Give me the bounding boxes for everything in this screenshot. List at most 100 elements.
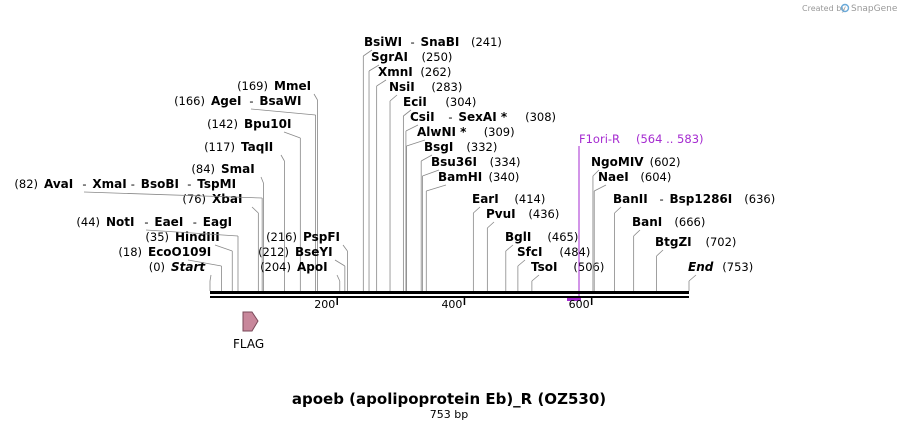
site-name: EarI bbox=[472, 192, 499, 206]
site-leader bbox=[313, 93, 318, 101]
site-btgzi[interactable]: BtgZI (702) bbox=[655, 235, 736, 291]
site-separator: - bbox=[448, 110, 452, 124]
site-taqii[interactable]: (117) TaqII bbox=[204, 140, 285, 291]
site-position: (35) bbox=[145, 230, 169, 244]
site-ngomiv[interactable]: NgoMIV (602) bbox=[591, 155, 681, 291]
site-name: AlwNI * bbox=[417, 125, 467, 139]
site-separator: - bbox=[187, 177, 191, 191]
site-bsiwi[interactable]: BsiWI - SnaBI (241) bbox=[362, 35, 502, 291]
site-leader bbox=[487, 221, 495, 229]
site-position: (604) bbox=[640, 170, 671, 184]
site-xmni[interactable]: XmnI (262) bbox=[376, 65, 452, 291]
site-name: BsgI bbox=[424, 140, 453, 154]
site-leader bbox=[363, 49, 373, 57]
site-name: BsaWI bbox=[259, 94, 301, 108]
snapgene-logo-icon bbox=[840, 3, 850, 13]
site-position: (166) bbox=[174, 94, 205, 108]
site-bgli[interactable]: BglI (465) bbox=[505, 230, 578, 291]
site-separator: - bbox=[131, 177, 135, 191]
site-mmei[interactable]: (169) MmeI bbox=[237, 79, 318, 291]
site-leader bbox=[336, 274, 341, 282]
ruler-tick-label: 400 bbox=[441, 298, 462, 311]
site-position: (216) bbox=[266, 230, 297, 244]
site-naei[interactable]: NaeI (604) bbox=[593, 170, 671, 291]
site-name: BsiWI bbox=[364, 35, 402, 49]
site-end[interactable]: End (753) bbox=[688, 260, 753, 291]
site-leader bbox=[420, 154, 433, 162]
site-position: (82) bbox=[14, 177, 38, 191]
site-name: PspFI bbox=[303, 230, 340, 244]
sequence-strand-top bbox=[210, 291, 689, 294]
site-tsoi[interactable]: TsoI (506) bbox=[531, 260, 604, 291]
feature-flag[interactable]: FLAG bbox=[233, 311, 264, 351]
site-name: EaeI bbox=[154, 215, 183, 229]
site-position: (340) bbox=[489, 170, 520, 184]
site-leader bbox=[688, 274, 697, 282]
site-hindiii[interactable]: (35) HindIII bbox=[145, 230, 233, 291]
site-position: (283) bbox=[431, 80, 462, 94]
site-name: EagI bbox=[203, 215, 232, 229]
site-name: TaqII bbox=[241, 140, 273, 154]
site-name: EcoO109I bbox=[148, 245, 211, 259]
site-leader bbox=[209, 274, 212, 282]
site-pspfi[interactable]: (216) PspFI bbox=[266, 230, 348, 291]
site-name: PvuI bbox=[486, 207, 516, 221]
site-avai[interactable]: (82) AvaI - XmaI - BsoBI - TspMI bbox=[14, 177, 263, 291]
site-position: (169) bbox=[237, 79, 268, 93]
site-nsii[interactable]: NsiI (283) bbox=[389, 80, 462, 291]
site-leader bbox=[283, 131, 301, 139]
site-leader bbox=[633, 229, 641, 237]
site-bamhi[interactable]: BamHI (340) bbox=[425, 170, 520, 291]
site-position: (84) bbox=[191, 162, 215, 176]
site-position: (44) bbox=[76, 215, 100, 229]
site-csii[interactable]: CsiI - SexAI * (308) bbox=[405, 110, 556, 291]
site-position: (753) bbox=[722, 260, 753, 274]
site-pvui[interactable]: PvuI (436) bbox=[486, 207, 559, 291]
site-position: (414) bbox=[514, 192, 545, 206]
site-name: SmaI bbox=[221, 162, 255, 176]
site-ecoo109i[interactable]: (18) EcoO109I bbox=[118, 245, 222, 291]
site-agei[interactable]: (166) AgeI - BsaWI bbox=[174, 94, 316, 291]
site-noti[interactable]: (44) NotI - EaeI - EagI bbox=[76, 215, 239, 291]
site-position: (602) bbox=[650, 155, 681, 169]
site-bseyi[interactable]: (212) BseYI bbox=[258, 245, 346, 291]
site-position: (334) bbox=[490, 155, 521, 169]
site-leader bbox=[260, 176, 264, 184]
site-eari[interactable]: EarI (414) bbox=[472, 192, 545, 291]
site-leader bbox=[406, 139, 426, 147]
site-alwni[interactable]: AlwNI * (309) bbox=[406, 125, 515, 291]
site-name: Bsu36I bbox=[431, 155, 477, 169]
site-banii[interactable]: BanII - Bsp1286I (636) bbox=[613, 192, 775, 291]
site-name: XbaI bbox=[212, 192, 242, 206]
site-name: XmaI bbox=[92, 177, 126, 191]
site-sfci[interactable]: SfcI (484) bbox=[517, 245, 590, 291]
site-bani[interactable]: BanI (666) bbox=[632, 215, 705, 291]
site-leader bbox=[592, 169, 600, 177]
site-position: (304) bbox=[445, 95, 476, 109]
site-apoi[interactable]: (204) ApoI bbox=[260, 260, 341, 291]
ruler: 200 400 600 bbox=[314, 298, 593, 311]
site-position: (0) bbox=[149, 260, 165, 274]
site-leader bbox=[280, 154, 285, 162]
site-smai[interactable]: (84) SmaI bbox=[191, 162, 264, 291]
site-start[interactable]: (0) Start bbox=[149, 260, 212, 291]
site-bsu36i[interactable]: Bsu36I (334) bbox=[422, 155, 521, 291]
site-separator: - bbox=[144, 215, 148, 229]
site-name: ApoI bbox=[297, 260, 328, 274]
primer-f1ori-r[interactable]: F1ori-R (564 .. 583) bbox=[567, 132, 704, 301]
site-leader bbox=[187, 259, 222, 267]
site-leader bbox=[376, 79, 387, 87]
site-name: MmeI bbox=[274, 79, 311, 93]
site-sgrai[interactable]: SgrAI (250) bbox=[368, 50, 452, 291]
site-name: BanII bbox=[613, 192, 648, 206]
site-name: TspMI bbox=[197, 177, 236, 191]
site-leader bbox=[83, 191, 263, 199]
forward-arrow-icon bbox=[242, 311, 259, 332]
site-bpu10i[interactable]: (142) Bpu10I bbox=[207, 117, 301, 291]
site-bsgi[interactable]: BsgI (332) bbox=[420, 140, 497, 291]
credit-brand: SnapGene bbox=[851, 4, 898, 14]
site-name: AgeI bbox=[211, 94, 241, 108]
site-ecii[interactable]: EciI (304) bbox=[402, 95, 476, 291]
site-position: (117) bbox=[204, 140, 235, 154]
site-name: TsoI bbox=[531, 260, 557, 274]
